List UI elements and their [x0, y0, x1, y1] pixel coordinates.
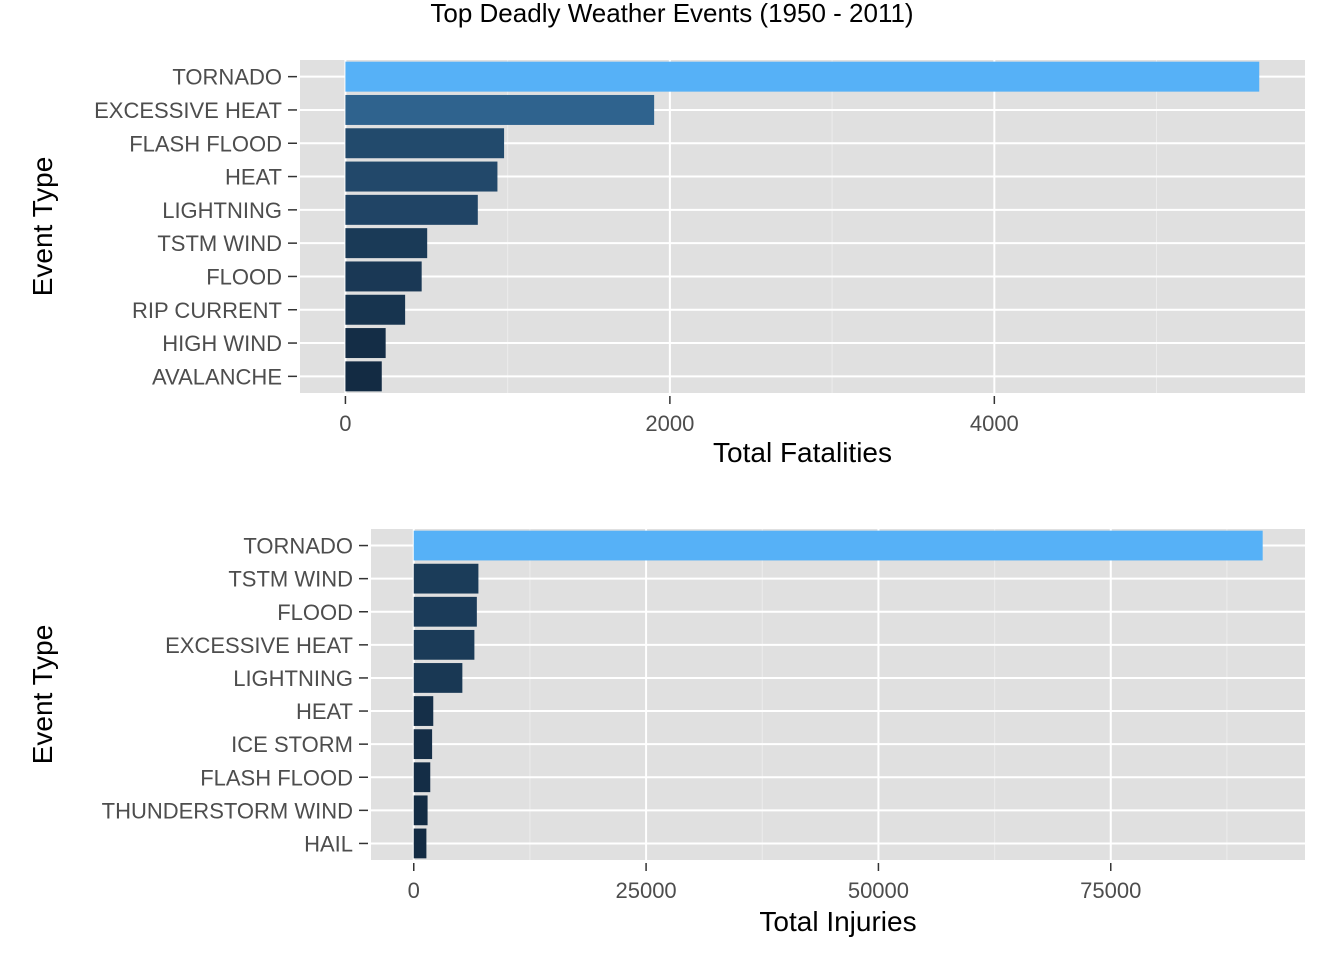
bar-excessive-heat: [413, 629, 475, 660]
x-axis-title: Total Fatalities: [713, 437, 892, 468]
chart-title: Top Deadly Weather Events (1950 - 2011): [430, 0, 913, 28]
y-tick-label: TSTM WIND: [228, 567, 353, 592]
y-tick-label: LIGHTNING: [233, 666, 353, 691]
y-tick-label: ICE STORM: [231, 732, 353, 757]
y-tick-label: AVALANCHE: [152, 364, 282, 389]
y-tick-label: TORNADO: [243, 534, 353, 559]
bar-lightning: [345, 194, 478, 225]
y-tick-label: TORNADO: [172, 65, 282, 90]
bar-ice-storm: [413, 729, 433, 760]
y-tick-label: HEAT: [225, 165, 282, 190]
bar-avalanche: [345, 361, 382, 392]
bar-tornado: [413, 530, 1263, 561]
injuries-panel: TORNADO TSTM WIND FLOOD EXCESSIVE HEAT LIGHT…: [27, 529, 1305, 937]
bar-rip-current: [345, 294, 406, 325]
x-tick-label: 4000: [970, 411, 1019, 436]
bar-tstm-wind: [413, 563, 479, 594]
y-tick-label: TSTM WIND: [157, 231, 282, 256]
bar-flood: [413, 596, 477, 627]
y-tick-label: FLASH FLOOD: [129, 131, 282, 156]
bar-heat: [345, 161, 498, 192]
y-tick-label: HIGH WIND: [162, 331, 282, 356]
y-tick-label: HEAT: [296, 699, 353, 724]
y-tick-label: HAIL: [304, 831, 353, 856]
y-tick-label: EXCESSIVE HEAT: [165, 633, 353, 658]
y-tick-label: FLASH FLOOD: [200, 765, 353, 790]
fatalities-panel: TORNADO EXCESSIVE HEAT FLASH FLOOD HEAT LIGH…: [27, 60, 1305, 468]
x-tick-label: 50000: [848, 878, 909, 903]
bar-heat: [413, 696, 434, 726]
bar-flash-flood: [413, 762, 431, 793]
y-tick-label: THUNDERSTORM WIND: [102, 798, 353, 823]
bar-tstm-wind: [345, 228, 428, 259]
y-tick-label: FLOOD: [277, 600, 353, 625]
bar-excessive-heat: [345, 94, 655, 125]
x-tick-label: 0: [339, 411, 351, 436]
x-tick-label: 75000: [1080, 878, 1141, 903]
y-tick-label: LIGHTNING: [162, 198, 282, 223]
x-tick-label: 25000: [615, 878, 676, 903]
x-axis-title: Total Injuries: [759, 906, 916, 937]
y-tick-label: FLOOD: [206, 264, 282, 289]
bar-flash-flood: [345, 128, 505, 159]
bar-high-wind: [345, 328, 386, 359]
panel-background: [371, 529, 1305, 860]
bar-tornado: [345, 61, 1260, 92]
y-axis-title: Event Type: [27, 157, 58, 297]
bar-thunderstorm-wind: [413, 795, 428, 826]
y-tick-label: RIP CURRENT: [132, 298, 282, 323]
x-tick-label: 0: [408, 878, 420, 903]
y-tick-label: EXCESSIVE HEAT: [94, 98, 282, 123]
bar-hail: [413, 828, 427, 859]
x-tick-label: 2000: [645, 411, 694, 436]
bar-flood: [345, 261, 422, 292]
y-axis-title: Event Type: [27, 625, 58, 765]
bar-lightning: [413, 663, 463, 693]
